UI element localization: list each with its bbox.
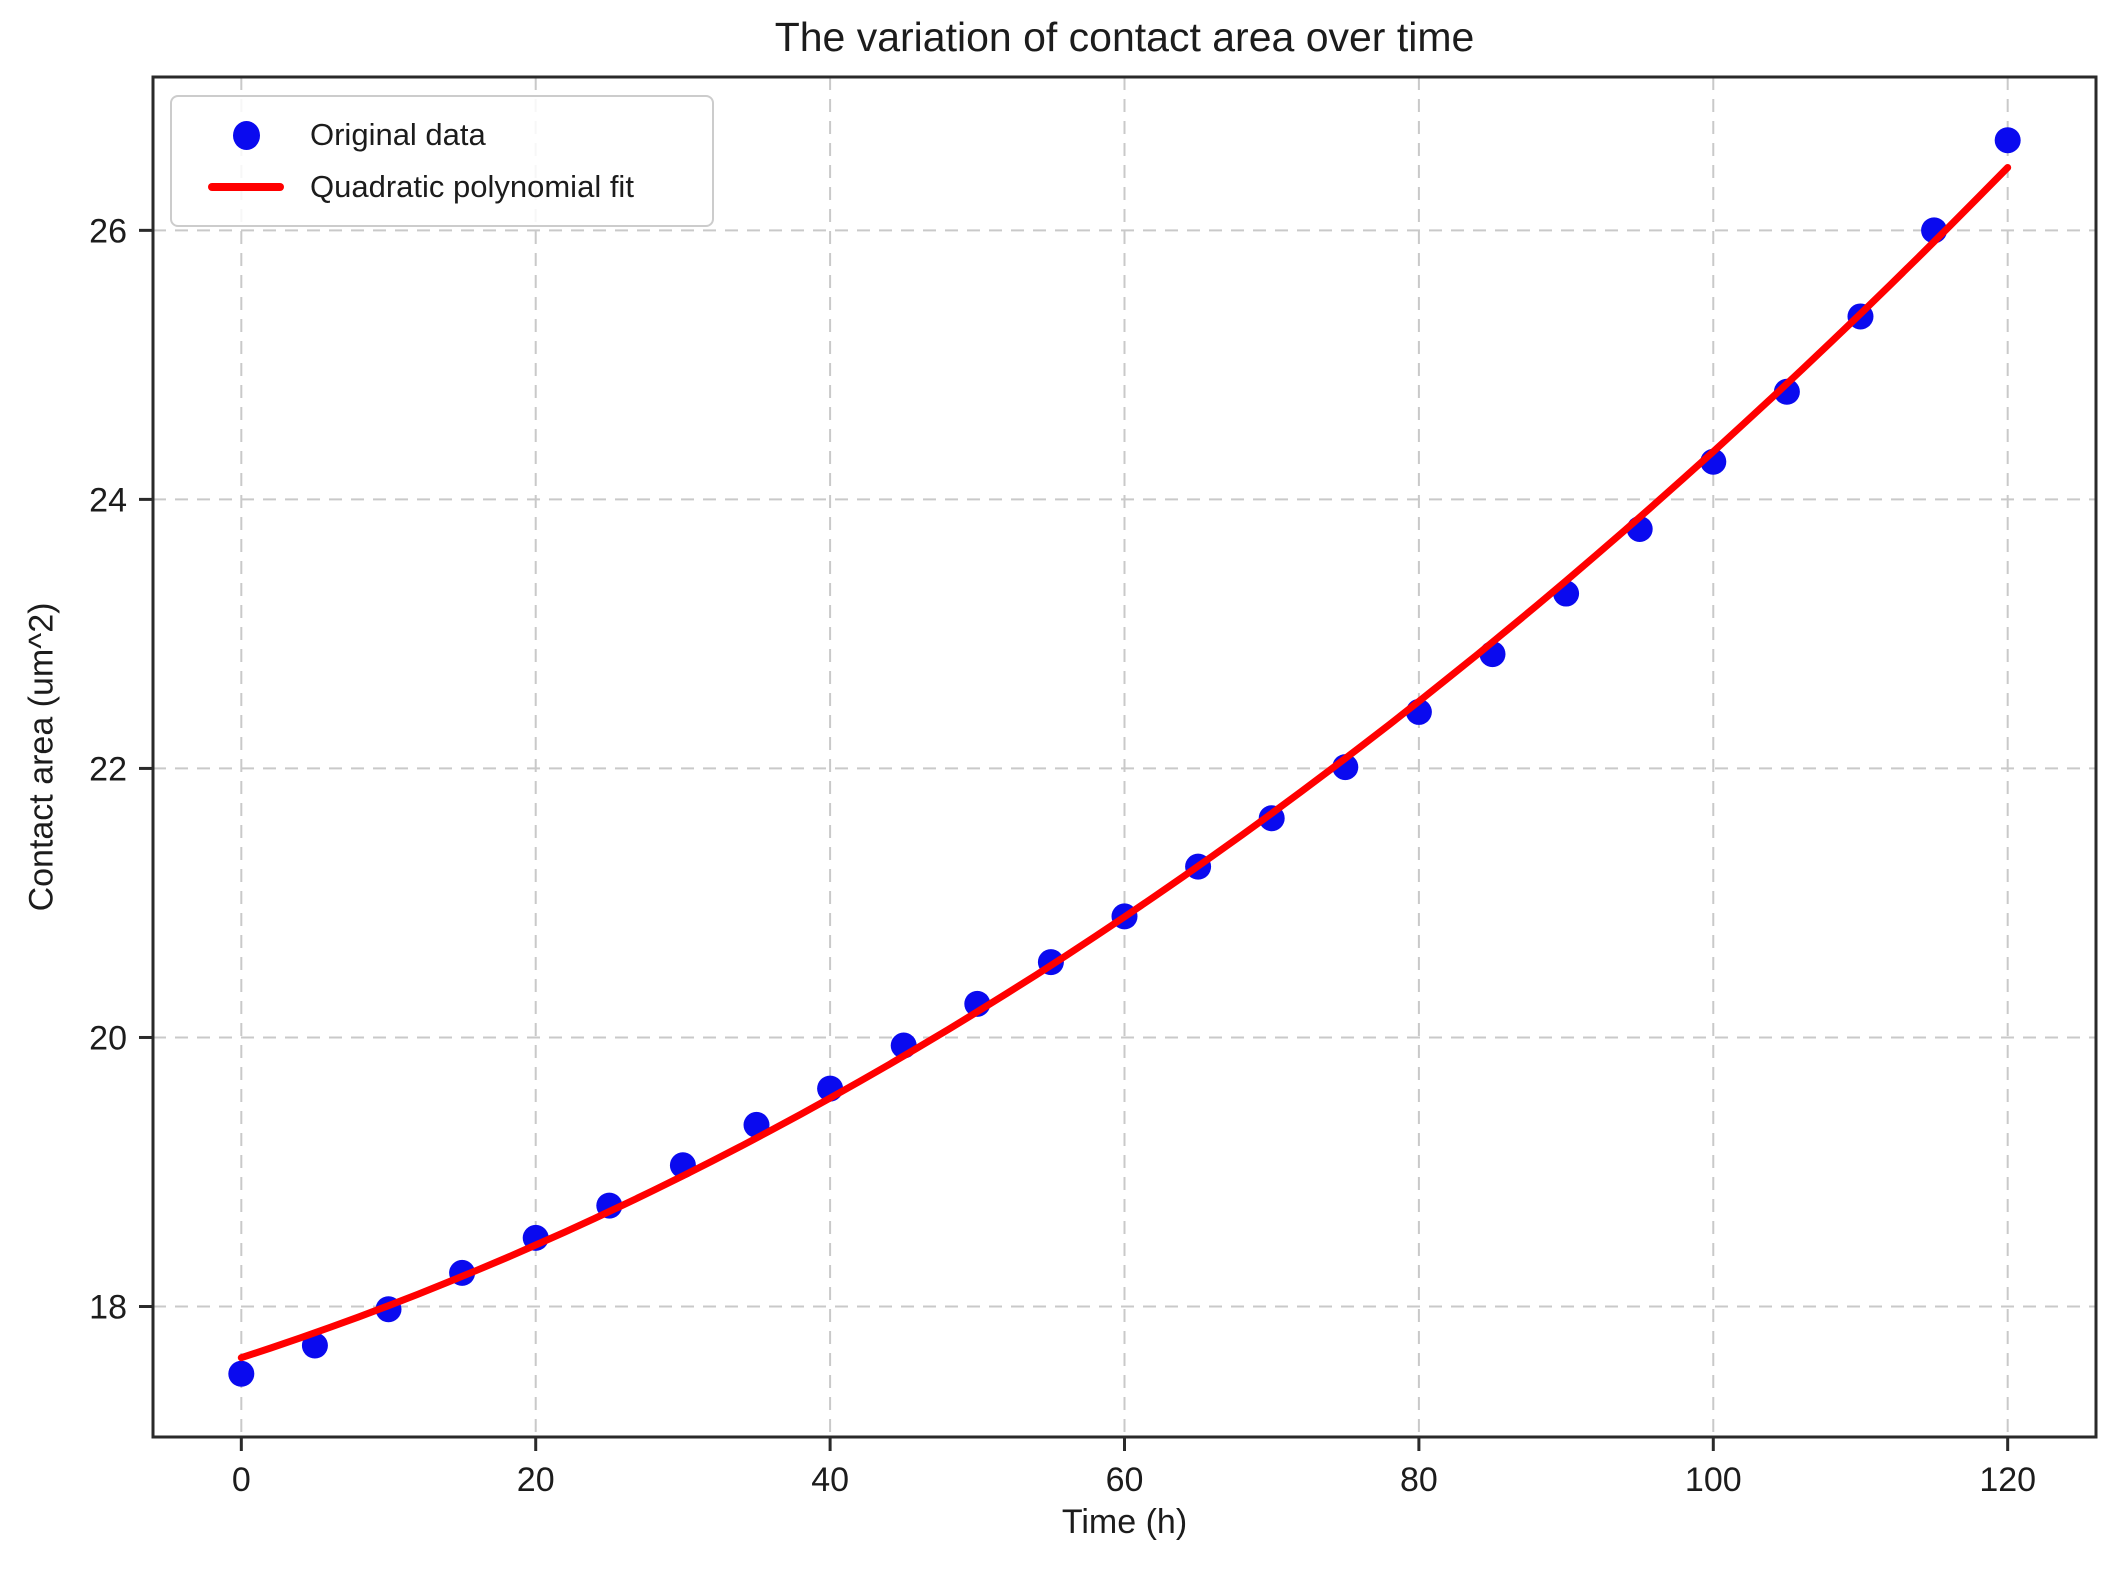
legend-label: Original data xyxy=(310,117,486,152)
x-tick-label-60: 60 xyxy=(1106,1461,1144,1499)
x-tick-label-80: 80 xyxy=(1400,1461,1438,1499)
scatter-marker-icon xyxy=(232,120,260,150)
line-marker-icon xyxy=(208,183,284,191)
y-tick-label-20: 20 xyxy=(89,1019,127,1057)
x-tick-label-40: 40 xyxy=(811,1461,849,1499)
legend-dot-marker-box xyxy=(182,120,310,150)
x-tick-label-20: 20 xyxy=(517,1461,555,1499)
legend-entry-quadratic-polynomial-fit: Quadratic polynomial fit xyxy=(182,161,702,213)
legend-label: Quadratic polynomial fit xyxy=(310,169,634,204)
y-axis-label: Contact area (um^2) xyxy=(22,602,61,912)
legend: Original data Quadratic polynomial fit xyxy=(170,95,714,227)
y-tick-label-18: 18 xyxy=(89,1289,127,1327)
data-point-120 xyxy=(1994,127,2021,154)
data-point-5 xyxy=(301,1332,328,1359)
x-tick-label-100: 100 xyxy=(1685,1461,1742,1499)
x-axis-label: Time (h) xyxy=(1061,1503,1188,1541)
fit-line xyxy=(237,164,2012,1362)
x-tick-label-120: 120 xyxy=(1979,1461,2036,1499)
chart-title: The variation of contact area over time xyxy=(774,14,1475,60)
data-point-0 xyxy=(228,1360,255,1387)
y-tick-label-26: 26 xyxy=(89,212,127,250)
legend-line-marker-box xyxy=(182,183,310,191)
y-tick-label-24: 24 xyxy=(89,481,127,519)
legend-entry-original-data: Original data xyxy=(182,109,702,161)
y-tick-label-22: 22 xyxy=(89,750,127,788)
x-tick-label-0: 0 xyxy=(232,1461,251,1499)
